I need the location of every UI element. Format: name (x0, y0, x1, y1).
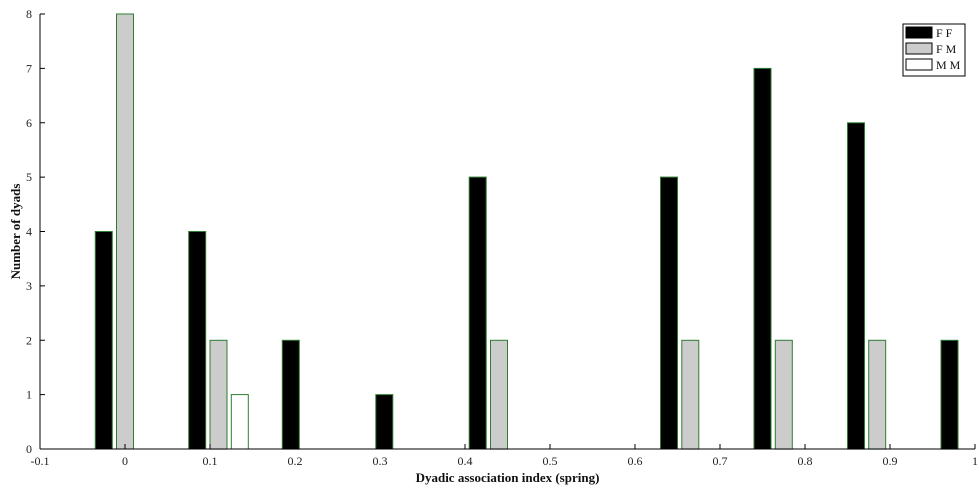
legend-label-fm: F M (936, 42, 957, 56)
bar-fm-3 (681, 339, 700, 450)
bar-ff-0 (94, 231, 113, 450)
legend-swatch-fm (905, 42, 933, 55)
bar-fm-4 (774, 339, 793, 450)
legend: F F F M M M (902, 23, 966, 77)
x-tick-label: 1 (972, 454, 978, 468)
x-tick-label: 0.1 (203, 454, 218, 468)
bar-fm-0 (116, 13, 134, 450)
legend-swatch-mm (905, 58, 933, 71)
y-tick-label: 0 (26, 442, 32, 456)
y-tick-label: 5 (26, 170, 32, 184)
y-tick-label: 6 (26, 116, 32, 130)
bar-ff-7 (847, 122, 865, 450)
x-tick-label: 0.7 (713, 454, 728, 468)
y-tick-label: 1 (26, 388, 32, 402)
bar-ff-6 (753, 67, 772, 450)
bar-fm-5 (868, 339, 887, 450)
y-tick-label: 7 (26, 61, 32, 75)
legend-label-ff: F F (936, 26, 953, 40)
bar-mm-0 (230, 394, 249, 450)
bars-layer (94, 13, 959, 450)
x-tick-label: 0.5 (543, 454, 558, 468)
bar-ff-8 (940, 339, 959, 450)
x-tick-label: 0 (122, 454, 128, 468)
y-tick-label: 3 (26, 279, 32, 293)
bar-ff-2 (281, 339, 300, 450)
y-tick-label: 2 (26, 333, 32, 347)
bar-fm-2 (490, 339, 508, 450)
legend-swatch-ff (905, 26, 933, 39)
y-tick-label: 8 (26, 7, 32, 21)
legend-label-mm: M M (936, 58, 961, 72)
y-tick-label: 4 (26, 225, 32, 239)
axes-layer: -0.1 0 0.1 0.2 0.3 0.4 0.5 0.6 0.7 0.8 0.9 10123456… (8, 7, 978, 485)
bar-fm-1 (209, 339, 228, 450)
y-axis-title: Number of dyads (8, 184, 23, 280)
bar-ff-1 (188, 231, 207, 450)
x-tick-label: -0.1 (31, 454, 50, 468)
x-tick-label: 0.4 (458, 454, 473, 468)
x-tick-label: 0.8 (798, 454, 813, 468)
x-tick-label: 0.6 (628, 454, 643, 468)
x-axis-title: Dyadic association index (spring) (416, 470, 600, 485)
x-tick-label: 0.3 (373, 454, 388, 468)
bar-ff-5 (660, 176, 678, 450)
x-tick-label: 0.9 (883, 454, 898, 468)
bar-ff-4 (468, 176, 487, 450)
x-tick-label: 0.2 (288, 454, 303, 468)
bar-ff-3 (375, 394, 394, 450)
